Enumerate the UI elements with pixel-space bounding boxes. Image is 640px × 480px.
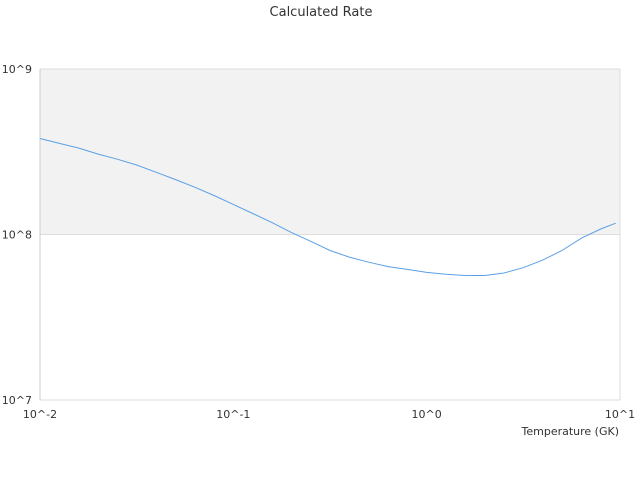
rate-series-line bbox=[39, 138, 616, 276]
x-tick-label: 10^-2 bbox=[23, 408, 57, 421]
x-axis-label: Temperature (GK) bbox=[521, 425, 620, 438]
x-tick-label: 10^1 bbox=[605, 408, 635, 421]
y-tick-label: 10^9 bbox=[2, 63, 32, 76]
x-tick-label: 10^-1 bbox=[216, 408, 250, 421]
chart-title: Calculated Rate bbox=[270, 5, 373, 20]
plot-area: 10^-2 10^-1 10^0 10^1 10^7 10^8 10^9 bbox=[2, 63, 635, 421]
y-tick-label: 10^8 bbox=[2, 229, 32, 242]
shaded-band bbox=[40, 69, 620, 235]
y-tick-label: 10^7 bbox=[2, 394, 32, 407]
x-tick-label: 10^0 bbox=[412, 408, 442, 421]
